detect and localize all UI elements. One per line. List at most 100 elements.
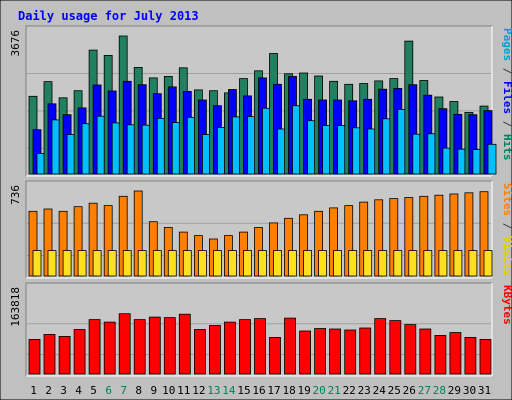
x-tick-label-day-18: 18: [282, 384, 295, 397]
x-tick-label-day-27: 27: [418, 384, 431, 397]
bar-sites-day-22: [348, 250, 358, 277]
bar-sites-day-6: [107, 250, 117, 277]
bar-sites-day-17: [273, 250, 282, 277]
legend-label: Sites / Visits: [501, 183, 512, 276]
bar-sites-day-3: [62, 250, 72, 277]
legend-part: /: [501, 61, 512, 81]
x-tick-label-day-8: 8: [135, 384, 142, 397]
legend-part: Visits: [501, 236, 512, 276]
bar-sites-day-30: [468, 250, 478, 277]
bar-kbytes-day-15: [239, 319, 251, 375]
panel-bottom: 163818 KBytes: [9, 282, 512, 377]
x-tick-label-day-17: 17: [267, 384, 280, 397]
x-tick-label-day-19: 19: [297, 384, 310, 397]
x-tick-label-day-14: 14: [222, 384, 236, 397]
bar-sites-day-9: [152, 250, 162, 277]
bar-kbytes-day-7: [118, 313, 131, 375]
bar-kbytes-day-30: [464, 336, 477, 375]
bar-sites-day-20: [318, 250, 328, 277]
x-tick-label-day-16: 16: [252, 384, 265, 397]
x-tick-label-day-22: 22: [343, 384, 356, 397]
chart-panels: 3676 Pages / Files / Hits 736 Sites / Visit…: [9, 25, 512, 377]
bar-kbytes-day-9: [148, 316, 161, 375]
bar-kbytes-day-16: [254, 318, 266, 375]
x-tick-label-day-23: 23: [358, 384, 371, 397]
bar-kbytes-day-11: [178, 313, 191, 375]
legend-part: KBytes: [501, 285, 512, 325]
bar-kbytes-day-5: [88, 319, 101, 375]
bar-pages-day-31: [487, 143, 497, 175]
bar-sites-day-18: [288, 250, 297, 277]
bar-kbytes-day-1: [28, 338, 41, 375]
x-tick-label-day-26: 26: [403, 384, 416, 397]
bar-kbytes-day-28: [434, 334, 447, 375]
panel-middle: 736 Sites / Visits: [9, 180, 512, 279]
x-tick-label-day-2: 2: [45, 384, 52, 397]
x-tick-label-day-7: 7: [120, 384, 127, 397]
x-tick-label-day-1: 1: [30, 384, 37, 397]
bar-kbytes-day-8: [133, 319, 146, 375]
bar-sites-day-16: [258, 250, 267, 277]
x-tick-label-day-11: 11: [177, 384, 190, 397]
x-tick-label-day-31: 31: [478, 384, 491, 397]
bar-sites-day-13: [212, 250, 222, 277]
bar-sites-day-31: [483, 250, 493, 277]
x-tick-label-day-9: 9: [150, 384, 157, 397]
x-tick-label-day-28: 28: [433, 384, 446, 397]
bar-kbytes-day-13: [208, 325, 221, 375]
x-tick-label-day-3: 3: [60, 384, 67, 397]
bar-sites-day-5: [92, 250, 102, 277]
bar-kbytes-day-27: [419, 328, 432, 375]
bar-sites-day-25: [393, 250, 403, 277]
x-tick-label-day-15: 15: [237, 384, 250, 397]
legend-part: Pages: [501, 28, 512, 61]
bar-sites-day-19: [303, 250, 313, 277]
bar-kbytes-day-3: [58, 335, 71, 375]
bar-kbytes-day-25: [389, 320, 402, 375]
legend-part: Hits: [501, 134, 512, 161]
bar-kbytes-day-19: [299, 330, 312, 375]
bar-kbytes-day-22: [344, 329, 357, 375]
bar-sites-day-26: [408, 250, 418, 277]
x-axis-labels: 1 2 3 4 5 6 7 8 9 10 11 12 13 14 15 16 17 18 19 20 21 22 23 24 2…: [30, 384, 491, 397]
bar-sites-day-12: [197, 250, 207, 277]
bar-kbytes-day-14: [223, 321, 236, 375]
bar-sites-day-15: [243, 250, 252, 277]
bar-kbytes-day-24: [374, 318, 387, 375]
legend-label: Pages / Files / Hits: [501, 28, 512, 161]
bar-kbytes-day-2: [43, 333, 56, 375]
chart-title: Daily usage for July 2013: [18, 9, 199, 23]
bar-sites-day-27: [423, 250, 433, 277]
x-tick-label-day-20: 20: [312, 384, 325, 397]
bar-sites-day-4: [77, 250, 87, 277]
x-tick-label-day-29: 29: [448, 384, 461, 397]
scale-max-label: 163818: [9, 287, 22, 327]
x-tick-label-day-12: 12: [192, 384, 205, 397]
bar-kbytes-day-18: [284, 317, 296, 375]
bar-sites-day-7: [122, 250, 132, 277]
legend-part: /: [501, 216, 512, 236]
bar-sites-day-10: [167, 250, 177, 277]
bar-kbytes-day-17: [269, 336, 281, 375]
x-tick-label-day-10: 10: [162, 384, 175, 397]
bar-sites-day-2: [47, 250, 57, 277]
scale-max-label: 3676: [9, 30, 22, 57]
bar-sites-day-11: [182, 250, 192, 277]
x-tick-label-day-4: 4: [75, 384, 82, 397]
bar-sites-day-14: [227, 250, 237, 277]
scale-max-label: 736: [9, 185, 22, 205]
bar-kbytes-day-29: [449, 332, 462, 375]
bar-kbytes-day-31: [479, 338, 492, 375]
x-tick-label-day-5: 5: [90, 384, 97, 397]
bar-kbytes-day-4: [73, 329, 86, 375]
bar-kbytes-day-20: [314, 328, 327, 375]
x-tick-label-day-13: 13: [207, 384, 220, 397]
bar-sites-day-29: [453, 250, 463, 277]
bar-sites-day-8: [137, 250, 147, 277]
x-tick-label-day-25: 25: [388, 384, 401, 397]
x-tick-label-day-24: 24: [373, 384, 387, 397]
legend-part: Sites: [501, 183, 512, 216]
panel-top: 3676 Pages / Files / Hits: [9, 25, 512, 177]
x-tick-label-day-21: 21: [328, 384, 341, 397]
